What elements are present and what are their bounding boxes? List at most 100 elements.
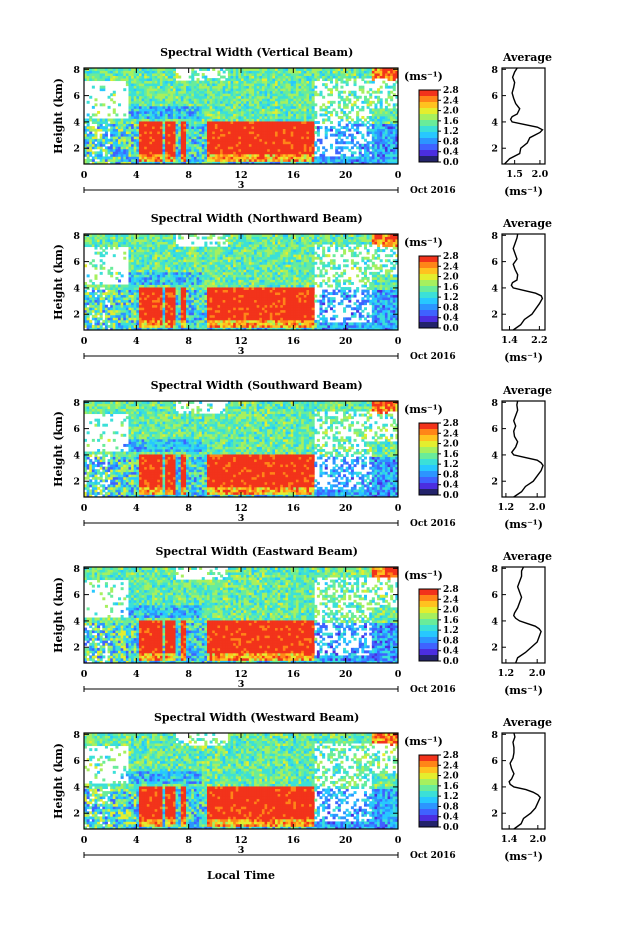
heatmap-cell	[390, 128, 394, 132]
heatmap-cell	[267, 88, 271, 92]
heatmap-cell	[172, 138, 176, 142]
heatmap-cell	[199, 141, 203, 145]
heatmap-cell	[379, 100, 383, 104]
heatmap-cell	[390, 156, 394, 160]
heatmap-cell	[204, 148, 208, 152]
heatmap-cell	[288, 126, 292, 130]
heatmap-cell	[282, 118, 286, 122]
heatmap-cell	[120, 78, 124, 82]
heatmap-cell	[201, 138, 205, 142]
heatmap-cell	[369, 131, 373, 135]
heatmap-cell	[170, 269, 174, 273]
heatmap-cell	[390, 148, 394, 152]
heatmap-cell	[374, 68, 378, 71]
heatmap-cell	[238, 161, 242, 165]
heatmap-cell	[329, 121, 333, 124]
heatmap-cell	[133, 294, 137, 298]
heatmap-cell	[261, 116, 265, 119]
heatmap-cell	[196, 156, 200, 160]
heatmap-cell	[350, 105, 354, 109]
heatmap-cell	[102, 73, 106, 76]
heatmap-cell	[86, 309, 90, 313]
heatmap-cell	[112, 156, 116, 160]
heatmap-cell	[227, 133, 231, 137]
heatmap-cell	[138, 297, 142, 301]
heatmap-cell	[332, 73, 336, 76]
heatmap-cell	[183, 85, 187, 89]
heatmap-cell	[227, 131, 231, 135]
heatmap-cell	[133, 287, 137, 290]
heatmap-cell	[154, 282, 158, 285]
heatmap-cell	[107, 151, 111, 155]
heatmap-cell	[314, 158, 318, 162]
heatmap-cell	[322, 103, 326, 107]
heatmap-cell	[84, 307, 88, 311]
heatmap-cell	[146, 158, 150, 162]
heatmap-cell	[97, 309, 101, 313]
heatmap-cell	[141, 95, 145, 99]
heatmap-cell	[212, 118, 216, 122]
heatmap-cell	[102, 297, 106, 301]
heatmap-cell	[251, 138, 255, 142]
heatmap-cell	[387, 113, 391, 117]
heatmap-cell	[241, 73, 245, 76]
heatmap-cell	[159, 141, 163, 145]
heatmap-cell	[89, 158, 93, 162]
heatmap-cell	[170, 294, 174, 298]
heatmap-cell	[183, 113, 187, 117]
heatmap-cell	[170, 322, 174, 326]
heatmap-cell	[193, 151, 197, 155]
heatmap-cell	[348, 128, 352, 132]
heatmap-cell	[86, 239, 90, 242]
heatmap-cell	[144, 276, 148, 280]
heatmap-cell	[345, 83, 349, 87]
heatmap-cell	[374, 113, 378, 117]
heatmap-cell	[340, 108, 344, 112]
heatmap-cell	[157, 287, 161, 290]
heatmap-cell	[324, 133, 328, 137]
heatmap-cell	[170, 68, 174, 71]
heatmap-cell	[311, 108, 315, 112]
heatmap-cell	[275, 108, 279, 112]
heatmap-cell	[146, 151, 150, 155]
heatmap-cell	[120, 244, 124, 248]
heatmap-cell	[175, 322, 179, 326]
heatmap-cell	[89, 319, 93, 323]
heatmap-cell	[159, 146, 163, 150]
heatmap-cell	[152, 314, 156, 318]
heatmap-cell	[149, 131, 153, 135]
heatmap-cell	[112, 146, 116, 150]
heatmap-cell	[107, 118, 111, 122]
heatmap-cell	[165, 314, 169, 318]
heatmap-cell	[298, 143, 302, 147]
heatmap-cell	[243, 158, 247, 162]
heatmap-cell	[374, 73, 378, 76]
heatmap-cell	[261, 113, 265, 117]
heatmap-cell	[178, 143, 182, 147]
heatmap-cell	[102, 85, 106, 89]
heatmap-cell	[337, 136, 341, 140]
heatmap-cell	[193, 161, 197, 165]
heatmap-cell	[350, 158, 354, 162]
heatmap-cell	[199, 98, 203, 102]
heatmap-cell	[206, 85, 210, 89]
heatmap-cell	[196, 128, 200, 132]
heatmap-cell	[152, 68, 156, 71]
heatmap-cell	[319, 70, 323, 74]
heatmap-cell	[282, 151, 286, 155]
heatmap-cell	[214, 98, 218, 102]
heatmap-cell	[167, 113, 171, 117]
heatmap-cell	[301, 136, 305, 140]
heatmap-cell	[377, 126, 381, 130]
heatmap-cell	[123, 309, 127, 313]
heatmap-cell	[301, 151, 305, 155]
heatmap-cell	[366, 75, 370, 79]
heatmap-cell	[261, 136, 265, 140]
heatmap-cell	[248, 88, 252, 92]
heatmap-cell	[222, 113, 226, 117]
heatmap-cell	[204, 83, 208, 87]
heatmap-cell	[172, 302, 176, 306]
heatmap-cell	[146, 287, 150, 290]
heatmap-cell	[118, 279, 122, 283]
heatmap-cell	[288, 68, 292, 71]
